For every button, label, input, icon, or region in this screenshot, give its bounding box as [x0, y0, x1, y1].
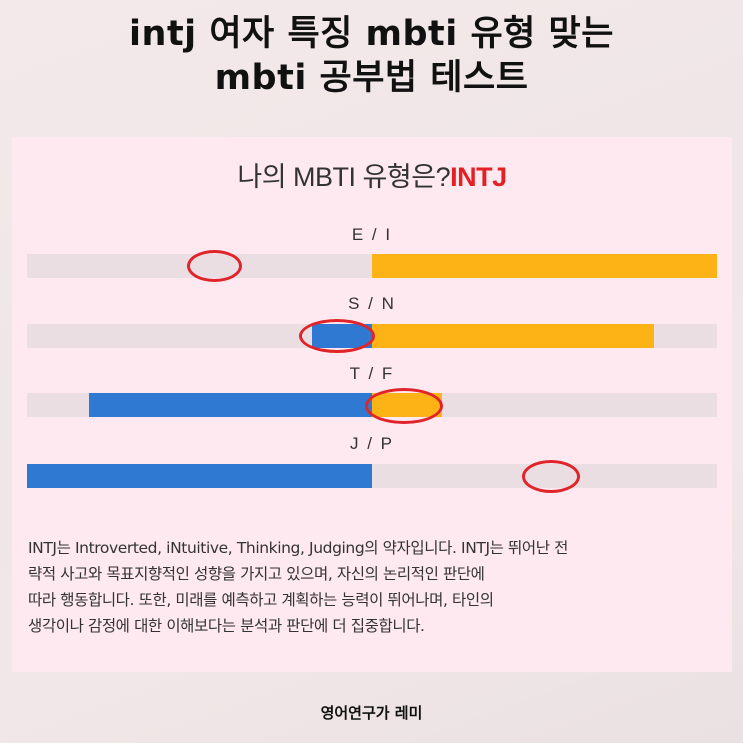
- description-line: 따라 행동합니다. 또한, 미래를 예측하고 계획하는 능력이 뛰어나며, 타인…: [28, 591, 494, 609]
- scale-label-sn: S / N: [348, 294, 396, 313]
- result-type: INTJ: [450, 162, 507, 192]
- scale-label-tf: T / F: [349, 364, 395, 383]
- description-line: 략적 사고와 목표지향적인 성향을 가지고 있으며, 자신의 논리적인 판단에: [28, 565, 485, 583]
- scale-marker-tf: [365, 388, 443, 424]
- scale-track-ei: [27, 254, 717, 278]
- scale-fill-jp: [27, 464, 372, 488]
- scale-fill-tf: [89, 393, 372, 417]
- description-line: 생각이나 감정에 대한 이해보다는 분석과 판단에 더 집중합니다.: [28, 617, 425, 635]
- author-credit: 영어연구가 레미: [320, 704, 423, 722]
- scale-marker-ei: [187, 250, 242, 282]
- scale-marker-jp: [522, 460, 580, 493]
- scale-fill-ei: [372, 254, 717, 278]
- page-title-line2: mbti 공부법 테스트: [214, 58, 529, 98]
- scale-marker-sn: [299, 319, 375, 353]
- scale-fill-sn: [372, 324, 654, 348]
- result-heading: 나의 MBTI 유형은?INTJ: [12, 155, 732, 194]
- page-title-line1: intj 여자 특징 mbti 유형 맞는: [129, 14, 614, 54]
- scale-label-jp: J / P: [349, 434, 394, 453]
- result-heading-prefix: 나의 MBTI 유형은?: [237, 162, 451, 192]
- scale-track-jp: [27, 464, 717, 488]
- page-title: intj 여자 특징 mbti 유형 맞는 mbti 공부법 테스트: [0, 12, 743, 100]
- scale-label-ei: E / I: [351, 225, 393, 244]
- type-description: INTJ는 Introverted, iNtuitive, Thinking, …: [28, 535, 724, 639]
- mbti-result-card: 나의 MBTI 유형은?INTJ E / I S / N T / F J / P…: [12, 137, 732, 672]
- description-line: INTJ는 Introverted, iNtuitive, Thinking, …: [28, 539, 568, 557]
